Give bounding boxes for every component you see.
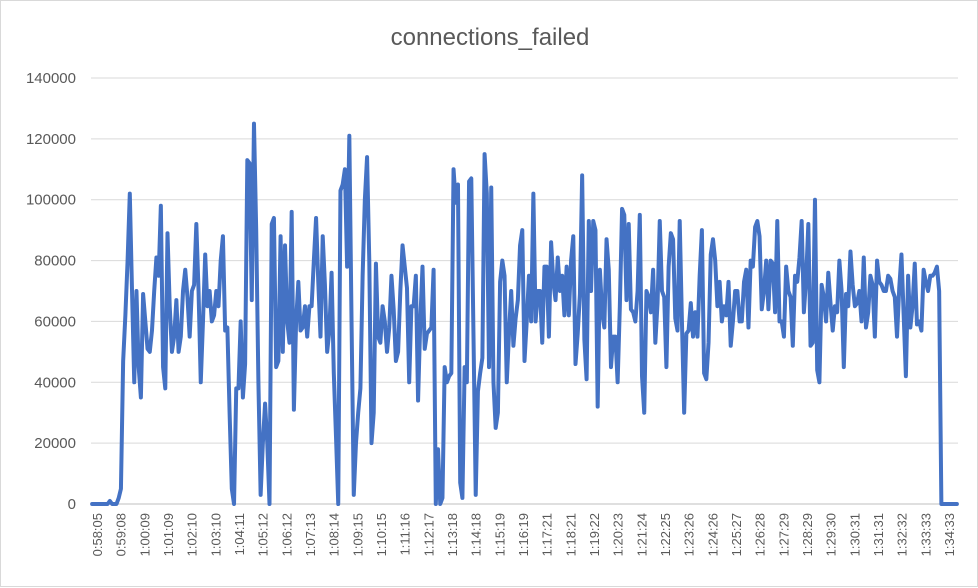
y-tick-label: 80000: [34, 253, 76, 270]
x-tick-label: 1:31:31: [871, 513, 886, 556]
x-tick-label: 1:20:23: [611, 513, 626, 556]
x-tick-label: 1:05:12: [256, 513, 271, 556]
x-tick-label: 1:33:33: [918, 513, 933, 556]
x-tick-label: 1:28:29: [800, 513, 815, 556]
x-tick-label: 1:17:21: [540, 513, 555, 556]
y-tick-label: 40000: [34, 374, 76, 391]
x-tick-label: 0:58:05: [90, 513, 105, 556]
x-tick-label: 1:29:30: [824, 513, 839, 556]
x-tick-label: 1:10:15: [374, 513, 389, 556]
x-tick-label: 1:06:12: [279, 513, 294, 556]
x-tick-label: 1:18:21: [563, 513, 578, 556]
x-tick-label: 0:59:08: [114, 513, 129, 556]
y-axis-ticks: 0 20000 40000 60000 80000 100000 120000 140000: [26, 70, 76, 513]
x-tick-label: 1:23:26: [682, 513, 697, 556]
x-tick-label: 1:25:27: [729, 513, 744, 556]
x-tick-label: 1:02:10: [185, 513, 200, 556]
y-tick-label: 60000: [34, 313, 76, 330]
x-tick-label: 1:24:26: [705, 513, 720, 556]
y-tick-label: 20000: [34, 435, 76, 452]
series-line: [90, 121, 959, 506]
y-tick-label: 140000: [26, 70, 76, 87]
x-tick-label: 1:04:11: [232, 513, 247, 555]
x-tick-label: 1:26:28: [753, 513, 768, 556]
y-tick-label: 120000: [26, 131, 76, 148]
x-tick-label: 1:03:10: [208, 513, 223, 556]
x-tick-label: 1:13:18: [445, 513, 460, 556]
x-axis-ticks: 0:58:05 0:59:08 1:00:09 1:01:09 1:02:10 1:03:…: [90, 513, 957, 556]
x-tick-label: 1:34:33: [942, 513, 957, 556]
y-tick-label: 0: [68, 496, 76, 513]
series-group: [90, 121, 959, 506]
x-tick-label: 1:15:19: [492, 513, 507, 556]
x-tick-label: 1:30:31: [847, 513, 862, 556]
x-tick-label: 1:07:13: [303, 513, 318, 556]
x-tick-label: 1:22:25: [658, 513, 673, 556]
x-tick-label: 1:32:32: [895, 513, 910, 556]
x-tick-label: 1:00:09: [137, 513, 152, 556]
x-tick-label: 1:19:22: [587, 513, 602, 556]
x-tick-label: 1:27:29: [776, 513, 791, 556]
x-tick-label: 1:01:09: [161, 513, 176, 556]
x-tick-label: 1:16:19: [516, 513, 531, 556]
x-tick-label: 1:11:16: [398, 513, 413, 555]
x-tick-label: 1:12:17: [421, 513, 436, 556]
y-tick-label: 100000: [26, 192, 76, 209]
chart-title: connections_failed: [391, 24, 590, 51]
x-tick-label: 1:08:14: [327, 513, 342, 556]
x-tick-label: 1:09:15: [350, 513, 365, 556]
x-tick-label: 1:21:24: [634, 513, 649, 556]
x-tick-label: 1:14:18: [469, 513, 484, 556]
